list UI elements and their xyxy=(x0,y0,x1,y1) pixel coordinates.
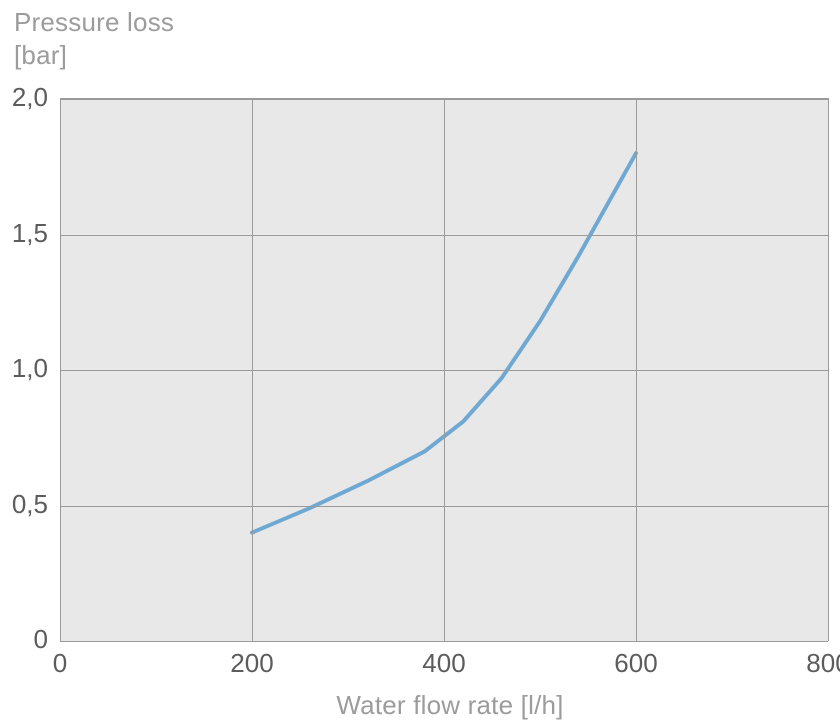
y-tick-label: 0,5 xyxy=(0,489,48,520)
gridline-v xyxy=(444,99,445,641)
y-axis-title-line1: Pressure loss xyxy=(14,7,174,37)
x-tick-label: 400 xyxy=(404,648,484,679)
x-tick-label: 200 xyxy=(212,648,292,679)
gridline-v xyxy=(252,99,253,641)
gridline-h xyxy=(60,641,828,642)
plot-area xyxy=(60,98,829,641)
x-tick-label: 0 xyxy=(20,648,100,679)
x-tick-label: 800 xyxy=(788,648,840,679)
x-axis-title: Water flow rate [l/h] xyxy=(0,690,840,721)
gridline-v xyxy=(636,99,637,641)
chart-container: Pressure loss [bar] Water flow rate [l/h… xyxy=(0,0,840,728)
x-tick-label: 600 xyxy=(596,648,676,679)
gridline-v xyxy=(828,99,829,641)
y-tick-label: 1,5 xyxy=(0,218,48,249)
y-tick-label: 1,0 xyxy=(0,353,48,384)
y-axis-title: Pressure loss [bar] xyxy=(14,6,174,71)
gridline-v xyxy=(60,99,61,641)
y-axis-title-line2: [bar] xyxy=(14,40,67,70)
y-tick-label: 2,0 xyxy=(0,82,48,113)
